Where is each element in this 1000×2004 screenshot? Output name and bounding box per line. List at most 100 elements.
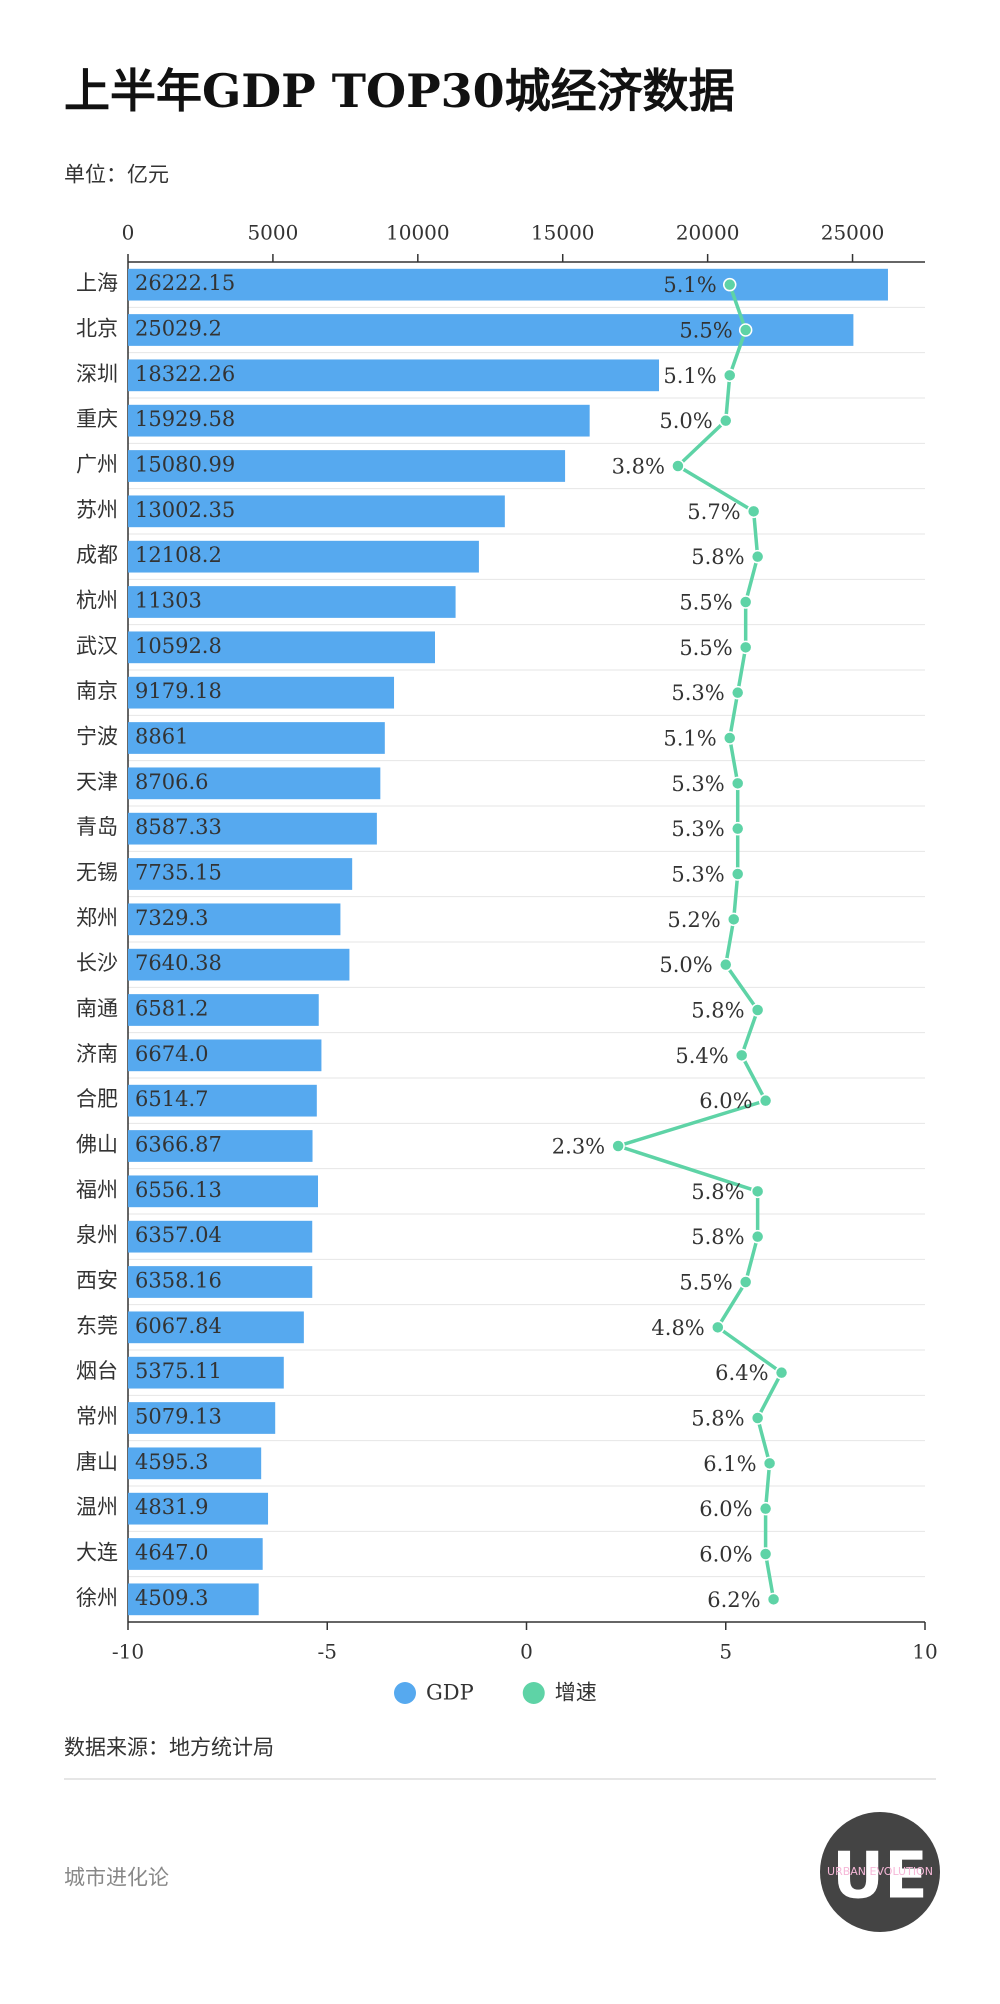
growth-value-label: 5.8% bbox=[691, 1407, 744, 1431]
bar-value-label: 18322.26 bbox=[135, 362, 235, 386]
x2-tick-label: 10 bbox=[912, 1640, 937, 1664]
y-tick-label: 宁波 bbox=[76, 725, 118, 749]
bar-value-label: 6357.04 bbox=[135, 1223, 222, 1247]
growth-point bbox=[730, 867, 745, 881]
growth-point bbox=[719, 957, 733, 972]
y-tick-label: 深圳 bbox=[76, 362, 118, 386]
bar bbox=[128, 1266, 313, 1298]
growth-value-label: 5.8% bbox=[691, 999, 744, 1023]
bar bbox=[128, 812, 377, 845]
bar bbox=[128, 903, 341, 936]
bar bbox=[128, 450, 566, 482]
bar-value-label: 11303 bbox=[135, 589, 202, 613]
growth-value-label: 6.4% bbox=[715, 1361, 768, 1385]
bar bbox=[128, 540, 479, 573]
bar bbox=[128, 1220, 313, 1253]
growth-value-label: 5.8% bbox=[691, 545, 744, 569]
bar bbox=[128, 858, 353, 890]
growth-value-label: 6.0% bbox=[699, 1089, 752, 1113]
bar-value-label: 6556.13 bbox=[135, 1178, 222, 1202]
growth-value-label: 5.4% bbox=[675, 1044, 728, 1068]
bar-value-label: 7640.38 bbox=[135, 951, 222, 975]
bar-value-label: 4831.9 bbox=[135, 1495, 208, 1519]
legend-marker bbox=[522, 1682, 545, 1704]
x-tick-label: 0 bbox=[122, 221, 135, 245]
growth-point bbox=[758, 1501, 773, 1516]
growth-point bbox=[774, 1365, 789, 1380]
growth-point bbox=[726, 912, 741, 927]
growth-point bbox=[719, 413, 733, 428]
x2-tick-label: 5 bbox=[719, 1640, 732, 1664]
y-tick-label: 天津 bbox=[76, 770, 118, 794]
x-tick-label: 5000 bbox=[247, 221, 298, 245]
y-tick-label: 佛山 bbox=[76, 1133, 118, 1157]
bar-value-label: 12108.2 bbox=[135, 543, 222, 567]
bar-value-label: 13002.35 bbox=[135, 498, 235, 522]
y-tick-label: 合肥 bbox=[76, 1087, 118, 1111]
bar-value-label: 6514.7 bbox=[135, 1087, 208, 1111]
footer: 城市进化论 bbox=[64, 1866, 169, 1890]
growth-point bbox=[611, 1139, 625, 1153]
bar bbox=[128, 359, 660, 392]
growth-point bbox=[711, 1320, 725, 1335]
bar bbox=[128, 1175, 319, 1208]
growth-point bbox=[734, 1048, 749, 1063]
growth-value-label: 5.3% bbox=[671, 772, 724, 796]
growth-point bbox=[766, 1592, 781, 1607]
bar-value-label: 4647.0 bbox=[135, 1541, 208, 1565]
growth-value-label: 5.5% bbox=[679, 1271, 732, 1295]
bar bbox=[128, 495, 505, 528]
chart-title: 上半年GDP TOP30城经济数据 bbox=[64, 64, 735, 118]
growth-value-label: 5.3% bbox=[671, 681, 724, 705]
bar-value-label: 6581.2 bbox=[135, 997, 208, 1021]
y-tick-label: 东莞 bbox=[76, 1314, 118, 1338]
bar bbox=[128, 948, 350, 981]
growth-point bbox=[738, 323, 753, 337]
growth-point bbox=[738, 595, 753, 609]
bar bbox=[128, 631, 435, 664]
bar bbox=[128, 1130, 313, 1162]
bar-value-label: 9179.18 bbox=[135, 679, 222, 703]
bar-value-label: 5079.13 bbox=[135, 1405, 222, 1429]
x-tick-label: 25000 bbox=[821, 221, 885, 245]
growth-point bbox=[671, 459, 685, 473]
growth-value-label: 5.2% bbox=[667, 908, 720, 932]
bar-value-label: 5375.11 bbox=[135, 1359, 222, 1383]
bar bbox=[128, 1492, 269, 1525]
growth-value-label: 5.7% bbox=[687, 500, 740, 524]
growth-value-label: 6.0% bbox=[699, 1497, 752, 1521]
growth-point bbox=[750, 1003, 765, 1017]
logo-circle bbox=[820, 1812, 940, 1932]
growth-point bbox=[738, 1275, 753, 1289]
bar-value-label: 4509.3 bbox=[135, 1586, 208, 1610]
bar bbox=[128, 722, 385, 754]
growth-value-label: 2.3% bbox=[552, 1135, 605, 1159]
bar-value-label: 6674.0 bbox=[135, 1042, 208, 1066]
growth-point bbox=[730, 685, 745, 700]
growth-point bbox=[750, 1184, 765, 1199]
bar bbox=[128, 1356, 284, 1389]
y-tick-label: 广州 bbox=[76, 453, 118, 477]
y-tick-label: 南京 bbox=[76, 679, 118, 703]
bar bbox=[128, 268, 888, 301]
growth-point bbox=[758, 1093, 773, 1108]
growth-value-label: 5.1% bbox=[663, 727, 716, 751]
bar-value-label: 8706.6 bbox=[135, 770, 208, 794]
bar-value-label: 7329.3 bbox=[135, 906, 208, 930]
growth-point bbox=[750, 549, 765, 564]
growth-value-label: 5.0% bbox=[659, 953, 712, 977]
bar-value-label: 8861 bbox=[135, 725, 188, 749]
x2-tick-label: -10 bbox=[112, 1640, 144, 1664]
bar bbox=[128, 404, 590, 437]
y-tick-label: 郑州 bbox=[76, 906, 118, 930]
y-tick-label: 杭州 bbox=[76, 589, 118, 613]
source: 数据来源：地方统计局 bbox=[64, 1736, 274, 1760]
growth-point bbox=[750, 1411, 765, 1425]
legend-label: GDP bbox=[426, 1681, 474, 1705]
growth-value-label: 5.5% bbox=[679, 319, 732, 343]
growth-point bbox=[738, 640, 753, 655]
y-tick-label: 长沙 bbox=[76, 951, 118, 975]
bar-value-label: 15080.99 bbox=[135, 453, 235, 477]
bar bbox=[128, 314, 854, 346]
y-tick-label: 徐州 bbox=[76, 1586, 118, 1610]
